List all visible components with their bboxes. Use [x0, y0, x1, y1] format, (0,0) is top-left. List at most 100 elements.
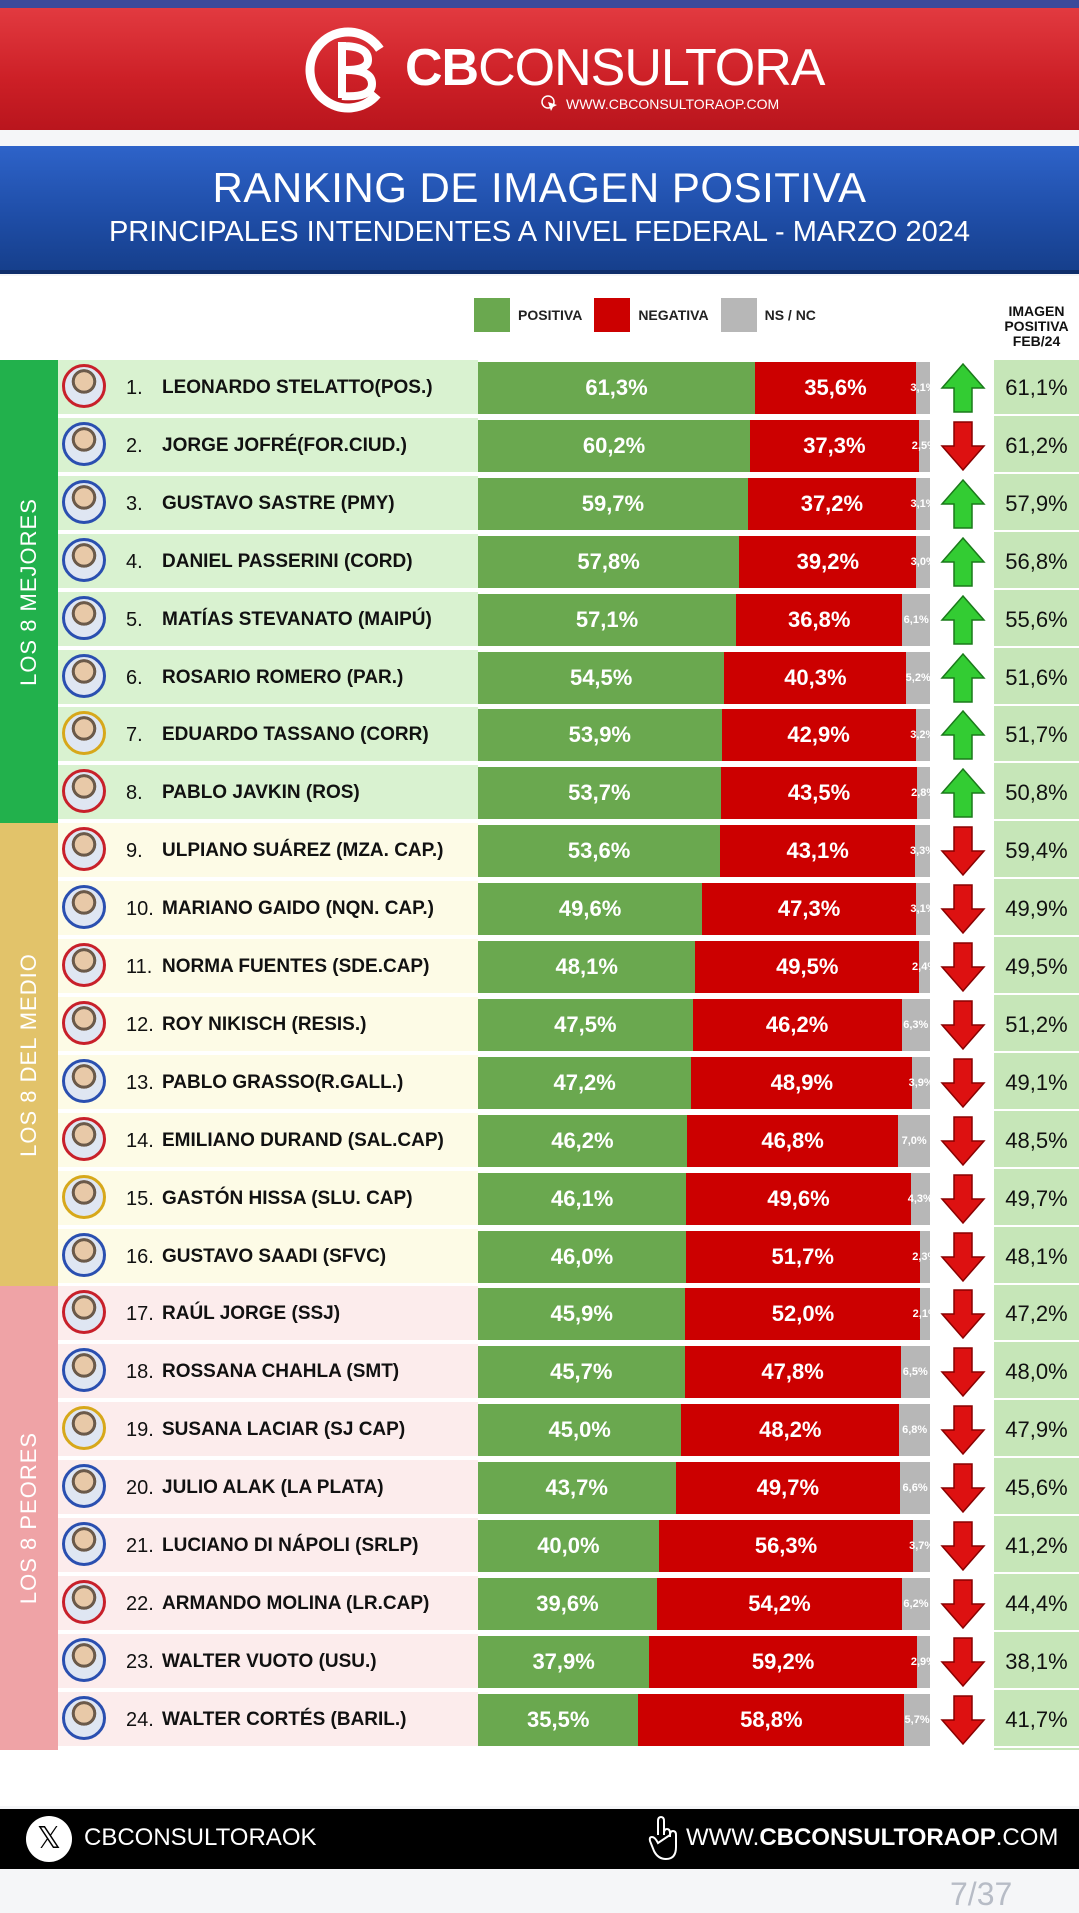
- brand-name-light: CONSULTORA: [478, 39, 825, 97]
- avatar: [62, 595, 106, 640]
- avatar: [62, 769, 106, 814]
- rank-number: 15.: [126, 1187, 154, 1210]
- mayor-name: RAÚL JORGE (SSJ): [162, 1303, 341, 1325]
- feb-value: 47,9%: [994, 1402, 1079, 1459]
- avatar: [62, 1637, 106, 1682]
- positive-segment-label: 57,8%: [577, 548, 640, 574]
- nsnc-segment: 6,2%: [901, 1577, 930, 1630]
- chart-legend: POSITIVA NEGATIVA NS / NC: [474, 298, 828, 332]
- negative-segment-label: 40,3%: [784, 664, 847, 690]
- positive-segment: 37,9%: [478, 1635, 650, 1688]
- feb-value: 48,0%: [994, 1344, 1079, 1401]
- trend-down-arrow-icon: [940, 884, 986, 935]
- feb-value: 49,5%: [994, 939, 1079, 995]
- feb-value: 51,7%: [994, 707, 1079, 764]
- rank-number: 22.: [126, 1592, 154, 1615]
- avatar: [62, 1000, 106, 1045]
- nsnc-segment-label: 2,9%: [910, 1655, 936, 1668]
- negative-segment: 52,0%: [685, 1288, 921, 1341]
- ranking-row: 3. GUSTAVO SASTRE (PMY): [58, 475, 478, 532]
- ranking-row: 5. MATÍAS STEVANATO (MAIPÚ): [58, 591, 478, 648]
- group-label-middle: LOS 8 DEL MEDIO: [0, 823, 58, 1287]
- nsnc-segment: 2,9%: [911, 1635, 936, 1688]
- avatar: [62, 537, 106, 582]
- positive-segment: 46,1%: [478, 1172, 687, 1225]
- group-label-best: LOS 8 MEJORES: [0, 360, 58, 824]
- negative-segment-label: 54,2%: [748, 1590, 811, 1616]
- negative-segment: 37,2%: [747, 477, 916, 530]
- negative-segment: 49,7%: [675, 1462, 901, 1515]
- feb-value: 49,7%: [994, 1171, 1079, 1227]
- positive-segment: 45,0%: [478, 1404, 682, 1457]
- ranking-row: 7. EDUARDO TASSANO (CORR): [58, 707, 478, 764]
- negative-segment: 42,9%: [721, 709, 916, 762]
- rank-number: 5.: [126, 608, 143, 631]
- footer-website[interactable]: WWW.CBCONSULTORAOP.COM: [686, 1824, 1058, 1852]
- mayor-name: ROSARIO ROMERO (PAR.): [162, 666, 404, 688]
- stacked-bar: 46,2% 46,8% 7,0%: [478, 1114, 930, 1167]
- feb-value: 44,4%: [994, 1576, 1079, 1632]
- rank-number: 4.: [126, 550, 143, 573]
- trend-down-arrow-icon: [940, 1521, 986, 1572]
- nsnc-segment-label: 3,3%: [909, 845, 936, 858]
- negative-segment: 36,8%: [736, 593, 903, 646]
- negative-segment: 46,8%: [686, 1114, 899, 1167]
- negative-segment-label: 52,0%: [771, 1301, 835, 1327]
- mayor-name: LUCIANO DI NÁPOLI (SRLP): [162, 1535, 419, 1556]
- positive-segment: 53,7%: [478, 767, 721, 820]
- rank-number: 1.: [126, 377, 143, 399]
- positive-segment-label: 48,1%: [555, 954, 618, 979]
- positive-segment: 40,0%: [478, 1520, 659, 1572]
- rank-number: 21.: [126, 1535, 154, 1557]
- nsnc-segment-label: 6,8%: [902, 1424, 928, 1437]
- trend-down-arrow-icon: [940, 942, 986, 993]
- brand-url-row[interactable]: WWW.CBCONSULTORAOP.COM: [540, 94, 779, 114]
- feb-value: 50,8%: [994, 765, 1079, 822]
- rank-number: 6.: [126, 666, 143, 689]
- brand-url[interactable]: WWW.CBCONSULTORAOP.COM: [566, 96, 780, 112]
- negative-segment: 58,8%: [638, 1693, 905, 1746]
- ranking-row: 18. ROSSANA CHAHLA (SMT): [58, 1344, 478, 1401]
- negative-segment: 51,7%: [685, 1230, 920, 1283]
- footer-bar: 𝕏 CBCONSULTORAOK WWW.CBCONSULTORAOP.COM: [0, 1809, 1079, 1869]
- ranking-row: 13. PABLO GRASSO(R.GALL.): [58, 1054, 478, 1111]
- group-label-worst: LOS 8 PEORES: [0, 1286, 58, 1750]
- mayor-name: MARIANO GAIDO (NQN. CAP.): [162, 898, 434, 920]
- stacked-bar: 53,6% 43,1% 3,3%: [478, 825, 935, 878]
- mayor-name: PABLO JAVKIN (ROS): [162, 782, 360, 804]
- negative-segment: 47,8%: [684, 1346, 901, 1399]
- nsnc-segment: 2,5%: [912, 419, 937, 472]
- nsnc-segment-label: 7,0%: [901, 1134, 927, 1147]
- rank-number: 24.: [126, 1708, 154, 1731]
- rank-number: 19.: [126, 1419, 154, 1442]
- negative-segment-label: 36,8%: [788, 606, 851, 632]
- stacked-bar: 53,7% 43,5% 2,8%: [478, 767, 936, 820]
- stacked-bar: 46,0% 51,7% 2,3%: [478, 1230, 937, 1283]
- legend-swatch-positive: [474, 298, 510, 332]
- stacked-bar: 57,1% 36,8% 6,1%: [478, 593, 930, 646]
- trend-down-arrow-icon: [940, 1405, 986, 1456]
- feb-value: 56,8%: [994, 534, 1079, 590]
- positive-segment: 45,9%: [478, 1288, 686, 1341]
- cb-logo-icon: [305, 27, 391, 113]
- nsnc-segment-label: 2,1%: [912, 1308, 938, 1321]
- mayor-name: JULIO ALAK (LA PLATA): [162, 1477, 384, 1499]
- nsnc-segment: 5,7%: [904, 1693, 930, 1746]
- positive-segment-label: 43,7%: [545, 1475, 608, 1501]
- nsnc-segment: 6,8%: [899, 1404, 930, 1457]
- x-logo-icon[interactable]: 𝕏: [26, 1816, 72, 1862]
- nsnc-segment: 6,1%: [902, 593, 930, 646]
- mayor-name: GASTÓN HISSA (SLU. CAP): [162, 1187, 413, 1209]
- positive-segment-label: 47,5%: [554, 1011, 617, 1037]
- social-handle[interactable]: CBCONSULTORAOK: [84, 1824, 317, 1851]
- stacked-bar: 60,2% 37,3% 2,5%: [478, 419, 937, 472]
- ranking-row: 16. GUSTAVO SAADI (SFVC): [58, 1228, 478, 1285]
- pointer-hand-icon: [648, 1815, 677, 1861]
- mayor-name: ARMANDO MOLINA (LR.CAP): [162, 1592, 430, 1614]
- nsnc-segment: 6,3%: [901, 998, 930, 1051]
- negative-segment: 46,2%: [692, 998, 902, 1051]
- nsnc-segment: 4,3%: [908, 1172, 933, 1225]
- positive-segment: 49,6%: [478, 883, 703, 936]
- negative-segment-label: 46,8%: [761, 1127, 824, 1153]
- negative-segment-label: 35,6%: [804, 375, 867, 400]
